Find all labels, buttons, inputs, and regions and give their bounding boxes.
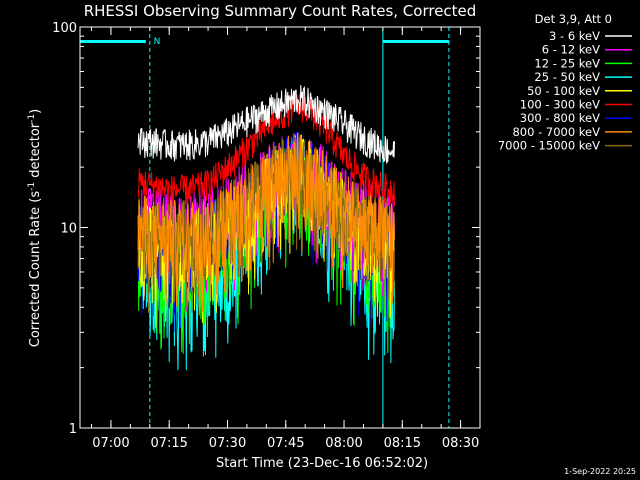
y-axis-label-sup1: -1 — [27, 182, 37, 191]
series-group — [137, 85, 395, 371]
legend-label: 6 - 12 keV — [542, 43, 600, 57]
x-axis: 07:00 07:15 07:30 07:45 08:00 08:15 08:30 — [91, 27, 479, 451]
legend-label: 300 - 800 keV — [520, 111, 600, 125]
y-axis-label-sup2: -1 — [27, 114, 37, 123]
chart-title: RHESSI Observing Summary Count Rates, Co… — [84, 2, 477, 20]
x-tick-label: 08:30 — [442, 436, 479, 451]
x-tick-label: 07:30 — [209, 436, 246, 451]
legend-label: 7000 - 15000 keV — [498, 139, 600, 153]
y-tick-label: 1 — [69, 422, 77, 437]
legend-label: 50 - 100 keV — [527, 84, 600, 98]
x-tick-label: 07:45 — [267, 436, 304, 451]
legend-label: 3 - 6 keV — [549, 29, 600, 43]
legend-label: 25 - 50 keV — [534, 70, 600, 84]
legend-label: 12 - 25 keV — [534, 56, 600, 70]
series-line-800-7000keV — [137, 133, 395, 316]
night-interval-bar — [382, 40, 449, 43]
x-tick-label: 08:15 — [384, 436, 421, 451]
x-axis-label: Start Time (23-Dec-16 06:52:02) — [216, 456, 428, 471]
legend-label: 800 - 7000 keV — [512, 125, 600, 139]
x-tick-label: 07:15 — [150, 436, 187, 451]
legend-header: Det 3,9, Att 0 — [535, 12, 612, 26]
x-tick-label: 07:00 — [92, 436, 129, 451]
y-tick-label: 100 — [52, 21, 77, 36]
timestamp: 1-Sep-2022 20:25 — [564, 467, 636, 476]
y-axis: 1 10 100 — [52, 21, 480, 437]
y-axis-label-main: Corrected Count Rate (s — [28, 191, 43, 348]
series-line-3-6keV — [137, 85, 395, 164]
y-axis-label-mid: detector — [28, 122, 43, 182]
x-tick-label: 08:00 — [325, 436, 362, 451]
night-interval-bar — [80, 40, 146, 43]
y-tick-label: 10 — [60, 222, 77, 237]
legend-label: 100 - 300 keV — [520, 98, 600, 112]
y-axis-label-end: ) — [28, 109, 43, 114]
marker-label: N — [154, 37, 161, 47]
y-axis-label: Corrected Count Rate (s-1 detector-1) — [27, 109, 43, 347]
